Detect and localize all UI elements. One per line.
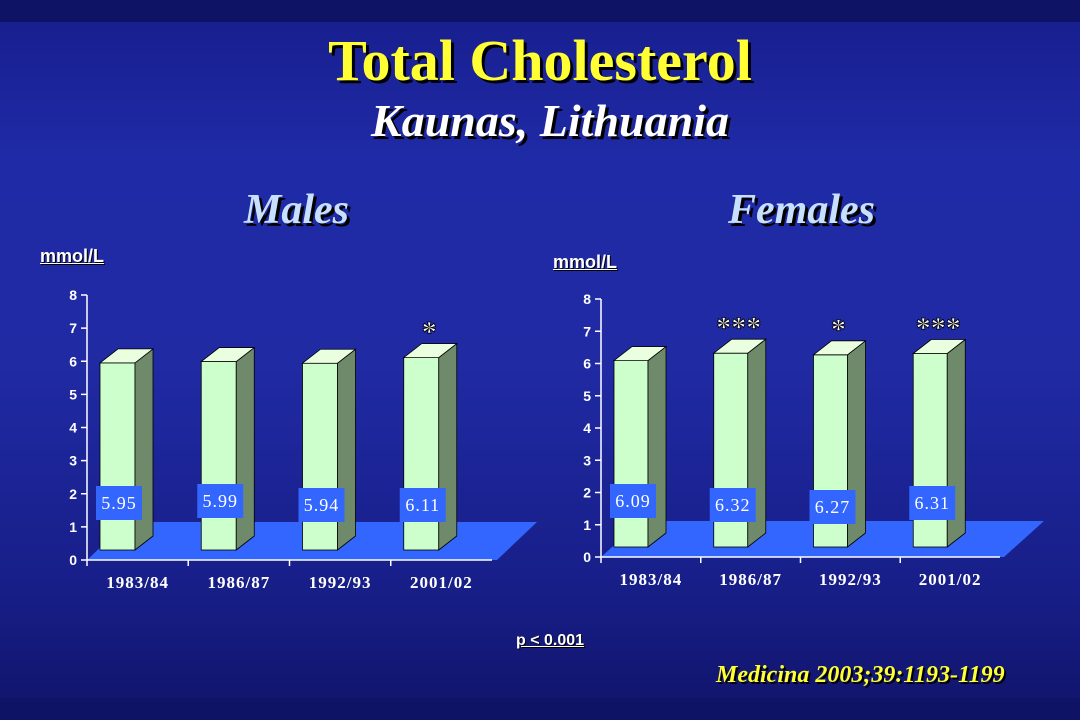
females-y-tick-label: 8 (583, 291, 591, 307)
males-value-label: 5.94 (304, 495, 340, 515)
males-significance-marker: * (422, 316, 437, 349)
males-y-tick-label: 1 (69, 519, 77, 535)
females-y-tick-label: 0 (583, 549, 591, 565)
males-y-tick-label: 6 (69, 353, 77, 369)
males-bar (200, 361, 237, 551)
females-y-tick-label: 4 (583, 420, 591, 436)
females-significance-marker: *** (716, 311, 761, 344)
females-y-tick-label: 7 (583, 323, 591, 339)
males-category-label: 1983/84 (106, 573, 169, 592)
females-value-label: 6.09 (615, 491, 651, 511)
females-y-tick-label: 2 (583, 485, 591, 501)
males-value-label: 6.11 (405, 495, 440, 515)
males-category-label: 2001/02 (410, 573, 473, 592)
females-category-label: 1983/84 (620, 570, 683, 589)
males-bar-top (200, 347, 256, 362)
females-y-tick-label: 3 (583, 452, 591, 468)
males-category-label: 1992/93 (309, 573, 372, 592)
males-value-box (96, 486, 142, 520)
males-category-label: 1986/87 (208, 573, 271, 592)
females-category-label: 1992/93 (819, 570, 882, 589)
females-value-box (610, 484, 656, 518)
males-y-tick-label: 5 (69, 386, 77, 402)
slide-subtitle: Kaunas, Lithuania (371, 95, 729, 146)
males-y-tick-label: 3 (69, 453, 77, 469)
females-significance-marker: * (831, 313, 846, 346)
males-value-box (197, 484, 244, 518)
males-bar-top (301, 348, 357, 364)
females-y-unit: mmol/L (553, 252, 618, 272)
females-bar-top (612, 346, 668, 361)
p-value-note: p < 0.001 (516, 632, 585, 649)
females-value-box (709, 488, 756, 522)
males-y-tick-label: 2 (69, 486, 77, 502)
females-value-label: 6.31 (915, 493, 951, 513)
males-y-tick-label: 7 (69, 320, 77, 336)
females-bar-top (812, 340, 867, 356)
females-y-tick-label: 5 (583, 388, 591, 404)
top-band (0, 0, 1080, 22)
females-bar (613, 360, 649, 548)
females-bar-top (912, 339, 967, 354)
slide-title: Total Cholesterol (328, 28, 752, 93)
females-category-label: 2001/02 (919, 570, 982, 589)
bottom-band (0, 698, 1080, 720)
females-panel-title: Females (728, 187, 875, 233)
males-y-unit: mmol/L (40, 246, 105, 266)
females-value-label: 6.27 (815, 497, 851, 517)
males-y-tick-label: 8 (69, 287, 77, 303)
males-value-label: 5.99 (203, 491, 239, 511)
females-bar-top (712, 338, 767, 354)
males-value-label: 5.95 (101, 493, 137, 513)
citation: Medicina 2003;39:1193-1199 (716, 662, 1005, 688)
females-y-tick-label: 1 (583, 517, 591, 533)
females-value-box (909, 486, 956, 520)
males-panel-title: Males (244, 187, 349, 233)
females-value-box (809, 490, 856, 524)
males-bar-top (402, 343, 458, 359)
males-value-box (298, 488, 345, 522)
females-value-label: 6.32 (715, 495, 751, 515)
females-significance-marker: *** (916, 312, 961, 345)
males-value-box (399, 488, 446, 522)
males-y-tick-label: 0 (69, 552, 77, 568)
males-y-tick-label: 4 (69, 420, 77, 436)
females-category-label: 1986/87 (719, 570, 782, 589)
females-y-tick-label: 6 (583, 356, 591, 372)
males-bar-top (98, 348, 155, 364)
